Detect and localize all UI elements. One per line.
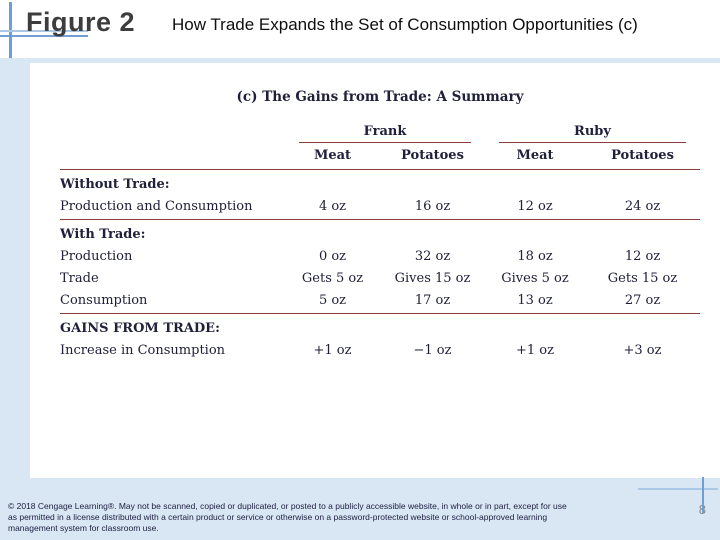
row-label: Trade <box>60 270 99 286</box>
row-label: GAINS FROM TRADE: <box>60 320 220 336</box>
cell-frank-potatoes: Gives 15 oz <box>394 270 471 286</box>
copyright-line: © 2018 Cengage Learning®. May not be sca… <box>8 501 567 511</box>
table-row-consumption: Consumption 5 oz 17 oz 13 oz 27 oz <box>60 289 700 311</box>
row-label: Consumption <box>60 292 148 308</box>
content-panel: (c) The Gains from Trade: A Summary Fran… <box>30 63 720 478</box>
column-header-frank-meat: Meat <box>313 147 352 163</box>
table-rule <box>60 219 700 220</box>
column-header-ruby-potatoes: Potatoes <box>611 147 674 163</box>
cell-frank-meat: 0 oz <box>318 248 347 264</box>
gains-from-trade-table: (c) The Gains from Trade: A Summary Fran… <box>60 89 700 361</box>
cell-frank-meat: Gets 5 oz <box>301 270 364 286</box>
corner-mark-horizontal-line-dark <box>0 35 88 37</box>
corner-mark-horizontal-line-bottom <box>638 488 718 490</box>
figure-label: Figure 2 <box>26 7 136 37</box>
cell-ruby-meat: 12 oz <box>517 198 553 214</box>
table-row-increase-in-consumption: Increase in Consumption +1 oz −1 oz +1 o… <box>60 339 700 361</box>
copyright-line: management system for classroom use. <box>8 523 159 534</box>
cell-frank-potatoes: 32 oz <box>414 248 451 264</box>
cell-ruby-potatoes: 27 oz <box>624 292 661 308</box>
table-rule <box>60 313 700 314</box>
table-row-trade: Trade Gets 5 oz Gives 15 oz Gives 5 oz G… <box>60 267 700 289</box>
table-row-with-trade: With Trade: <box>60 223 700 245</box>
row-label: Without Trade: <box>60 176 170 192</box>
cell-frank-potatoes: −1 oz <box>413 342 452 358</box>
group-header-ruby: Ruby <box>499 124 686 143</box>
copyright-line: as permitted in a license distributed wi… <box>8 512 548 523</box>
cell-frank-potatoes: 17 oz <box>414 292 451 308</box>
copyright-notice: © 2018 Cengage Learning®. May not be sca… <box>8 501 608 534</box>
cell-ruby-potatoes: Gets 15 oz <box>607 270 678 286</box>
cell-ruby-potatoes: +3 oz <box>623 342 662 358</box>
title-band: Figure 2 How Trade Expands the Set of Co… <box>0 0 720 58</box>
row-label: Production and Consumption <box>60 198 253 214</box>
table-rule <box>60 169 700 170</box>
table-group-header-row: Frank Ruby <box>60 117 700 143</box>
cell-ruby-meat: +1 oz <box>516 342 554 358</box>
row-label: Production <box>60 248 133 264</box>
table-row-production: Production 0 oz 32 oz 18 oz 12 oz <box>60 245 700 267</box>
group-header-frank: Frank <box>299 124 471 143</box>
cell-ruby-potatoes: 24 oz <box>624 198 661 214</box>
row-label: Increase in Consumption <box>60 342 226 358</box>
table-row-production-and-consumption: Production and Consumption 4 oz 16 oz 12… <box>60 195 700 217</box>
cell-frank-meat: +1 oz <box>313 342 352 358</box>
cell-ruby-meat: Gives 5 oz <box>501 270 569 286</box>
column-header-ruby-meat: Meat <box>516 147 554 163</box>
cell-ruby-potatoes: 12 oz <box>624 248 661 264</box>
table-column-header-row: Meat Potatoes Meat Potatoes <box>60 143 700 167</box>
table-row-without-trade: Without Trade: <box>60 173 700 195</box>
cell-frank-potatoes: 16 oz <box>414 198 451 214</box>
cell-frank-meat: 4 oz <box>318 198 347 214</box>
cell-ruby-meat: 13 oz <box>517 292 553 308</box>
cell-ruby-meat: 18 oz <box>517 248 553 264</box>
table-title: (c) The Gains from Trade: A Summary <box>236 89 524 105</box>
corner-mark-vertical-line-bottom <box>702 477 704 513</box>
column-header-frank-potatoes: Potatoes <box>401 147 464 163</box>
table-row-gains-from-trade: GAINS FROM TRADE: <box>60 317 700 339</box>
row-label: With Trade: <box>60 226 146 242</box>
slide-title: How Trade Expands the Set of Consumption… <box>172 15 638 34</box>
corner-mark-horizontal-line-light <box>0 30 88 32</box>
cell-frank-meat: 5 oz <box>318 292 347 308</box>
